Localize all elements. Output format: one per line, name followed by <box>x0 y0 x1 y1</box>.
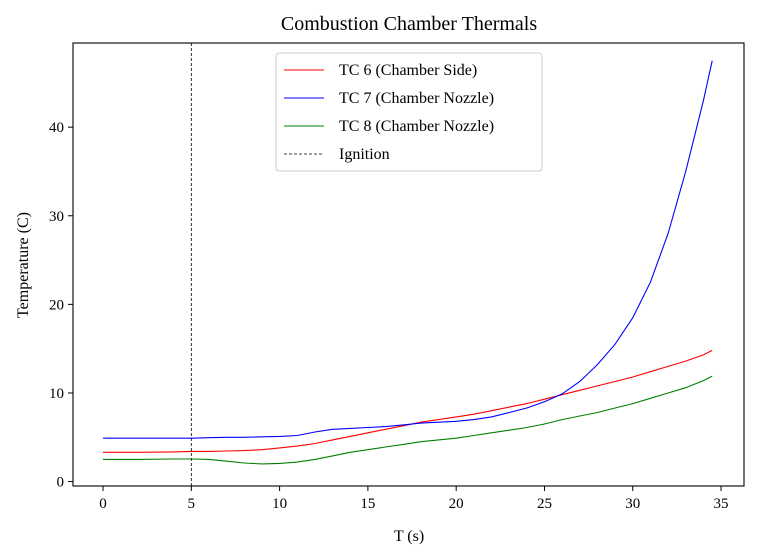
y-tick-label: 20 <box>49 297 64 313</box>
x-axis: 0 5 10 15 20 25 30 35 <box>99 486 729 512</box>
y-tick-label: 0 <box>57 475 65 491</box>
x-tick-label: 35 <box>714 496 729 512</box>
x-tick-label: 0 <box>99 496 107 512</box>
x-tick-label: 30 <box>625 496 640 512</box>
y-tick-label: 40 <box>49 120 64 136</box>
y-axis: 0 10 20 30 40 <box>49 120 73 491</box>
plot-area <box>103 43 713 486</box>
legend-label: TC 8 (Chamber Nozzle) <box>339 118 494 135</box>
legend-box <box>275 52 543 172</box>
x-tick-label: 15 <box>360 496 375 512</box>
series-line-2 <box>103 60 713 439</box>
legend-label: TC 6 (Chamber Side) <box>339 62 477 79</box>
series-line-3 <box>103 375 713 465</box>
x-tick-label: 5 <box>188 496 196 512</box>
x-tick-label: 20 <box>449 496 464 512</box>
x-tick-label: 10 <box>272 496 287 512</box>
y-axis-label: Temperature (C) <box>15 212 32 318</box>
x-tick-label: 25 <box>537 496 552 512</box>
axes-frame <box>72 42 745 487</box>
legend-label: TC 7 (Chamber Nozzle) <box>339 90 494 107</box>
y-tick-label: 30 <box>49 209 64 225</box>
legend: TC 6 (Chamber Side) TC 7 (Chamber Nozzle)… <box>275 52 543 172</box>
y-tick-label: 10 <box>49 386 64 402</box>
x-axis-label: T (s) <box>394 528 424 545</box>
chart-title: Combustion Chamber Thermals <box>281 13 537 35</box>
series-line-1 <box>103 349 713 453</box>
legend-label: Ignition <box>339 146 390 163</box>
